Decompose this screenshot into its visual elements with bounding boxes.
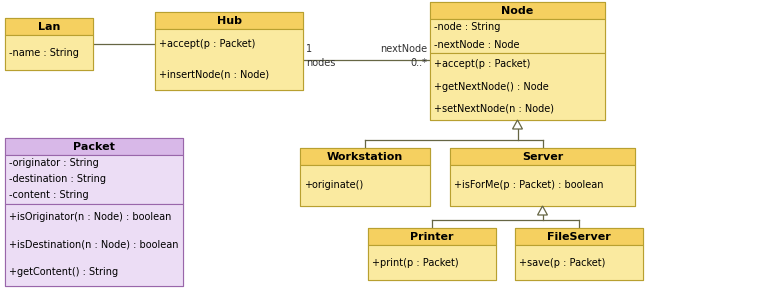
Bar: [155, 12, 303, 29]
Bar: [368, 228, 496, 280]
Bar: [368, 228, 496, 245]
Bar: [5, 18, 93, 70]
Text: nextNode: nextNode: [380, 44, 427, 54]
Text: +insertNode(n : Node): +insertNode(n : Node): [159, 70, 269, 80]
Text: +isDestination(n : Node) : boolean: +isDestination(n : Node) : boolean: [9, 240, 178, 250]
Text: Server: Server: [522, 152, 563, 162]
Text: -content : String: -content : String: [9, 190, 88, 200]
Bar: [5, 155, 183, 204]
Text: 1: 1: [306, 44, 312, 54]
Text: Lan: Lan: [38, 22, 60, 31]
Text: nodes: nodes: [306, 57, 335, 67]
Text: -node : String: -node : String: [434, 22, 500, 33]
Text: +isOriginator(n : Node) : boolean: +isOriginator(n : Node) : boolean: [9, 212, 171, 222]
Text: 0..*: 0..*: [410, 57, 427, 67]
Bar: [515, 228, 643, 245]
Bar: [155, 12, 303, 90]
Bar: [450, 148, 635, 165]
Bar: [155, 29, 303, 90]
Text: +getNextNode() : Node: +getNextNode() : Node: [434, 81, 549, 91]
Bar: [450, 148, 635, 206]
Text: Node: Node: [501, 6, 533, 15]
Bar: [430, 53, 605, 120]
Text: +getContent() : String: +getContent() : String: [9, 267, 118, 277]
Text: Printer: Printer: [411, 231, 454, 242]
Bar: [300, 148, 430, 165]
Text: -destination : String: -destination : String: [9, 174, 106, 184]
Text: -originator : String: -originator : String: [9, 158, 99, 168]
Bar: [5, 138, 183, 155]
Text: FileServer: FileServer: [547, 231, 611, 242]
Bar: [300, 165, 430, 206]
Text: +originate(): +originate(): [304, 181, 364, 191]
Text: Workstation: Workstation: [327, 152, 404, 162]
Bar: [5, 138, 183, 286]
Bar: [5, 18, 93, 35]
Polygon shape: [512, 120, 522, 129]
Text: +save(p : Packet): +save(p : Packet): [519, 258, 605, 268]
Text: Hub: Hub: [217, 15, 242, 25]
Bar: [430, 2, 605, 120]
Bar: [300, 148, 430, 206]
Text: Packet: Packet: [73, 141, 115, 152]
Bar: [5, 35, 93, 70]
Text: +accept(p : Packet): +accept(p : Packet): [159, 39, 256, 49]
Polygon shape: [537, 206, 547, 215]
Text: -name : String: -name : String: [9, 47, 79, 57]
Text: -nextNode : Node: -nextNode : Node: [434, 39, 519, 49]
Text: +accept(p : Packet): +accept(p : Packet): [434, 59, 530, 69]
Text: +setNextNode(n : Node): +setNextNode(n : Node): [434, 104, 554, 114]
Text: +isForMe(p : Packet) : boolean: +isForMe(p : Packet) : boolean: [454, 181, 604, 191]
Bar: [5, 204, 183, 286]
Bar: [515, 228, 643, 280]
Bar: [368, 245, 496, 280]
Bar: [515, 245, 643, 280]
Bar: [450, 165, 635, 206]
Bar: [430, 19, 605, 53]
Text: +print(p : Packet): +print(p : Packet): [372, 258, 458, 268]
Bar: [430, 2, 605, 19]
